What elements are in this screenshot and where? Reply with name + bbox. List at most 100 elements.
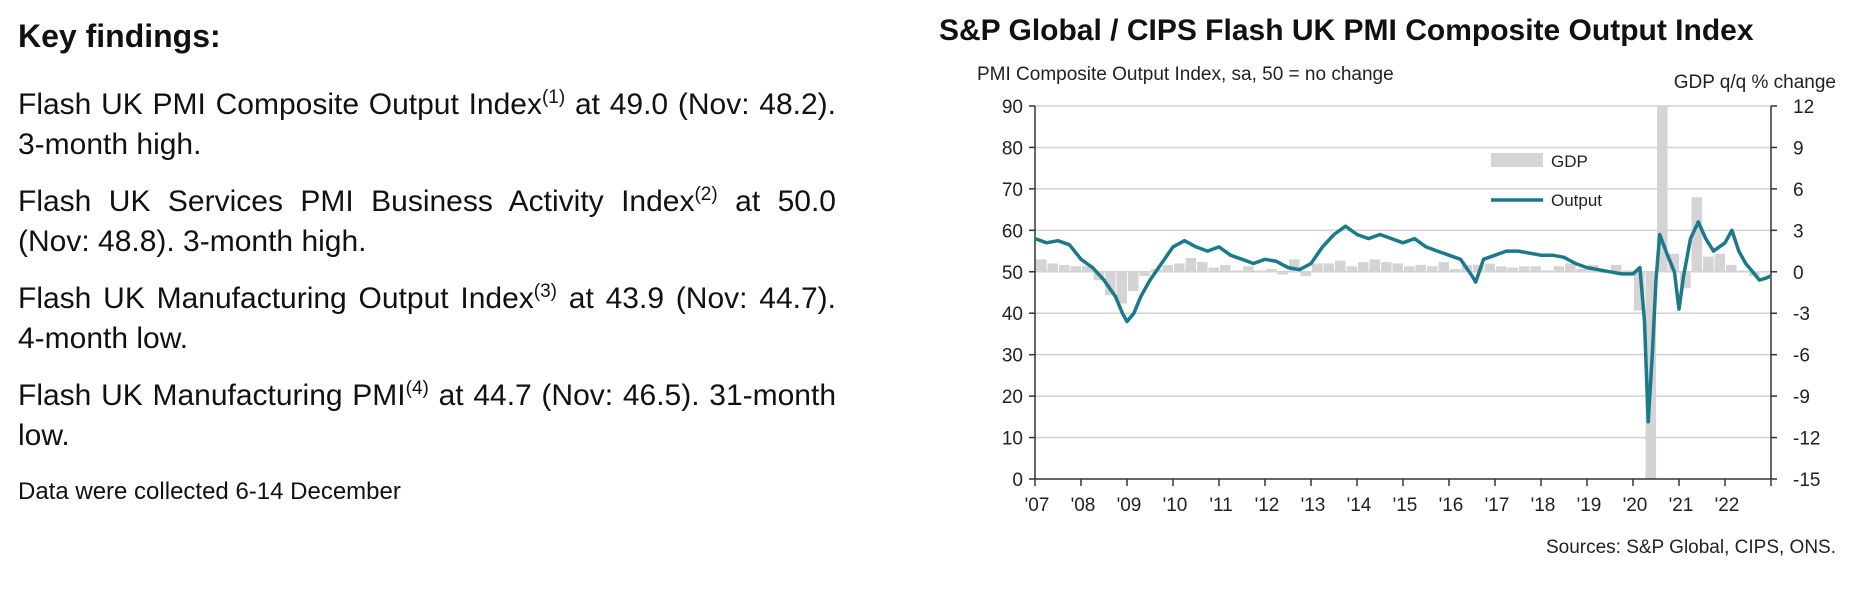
left-tick-label: 90 [1002, 97, 1023, 118]
x-tick-label: '11 [1209, 495, 1232, 516]
gdp-bar [1036, 259, 1047, 272]
gdp-bar [1657, 106, 1668, 272]
gdp-bar [1369, 259, 1381, 272]
x-tick-label: '16 [1439, 495, 1464, 516]
chart-title: S&P Global / CIPS Flash UK PMI Composite… [939, 14, 1754, 47]
right-tick-label: -9 [1793, 387, 1810, 408]
finding-value: at 43.9 (Nov: 44.7). 4-month low. [18, 282, 836, 355]
finding-item: Flash UK Services PMI Business Activity … [18, 182, 836, 262]
gdp-bar [1346, 266, 1358, 272]
x-tick-label: '21 [1669, 495, 1694, 516]
gdp-bar [1668, 253, 1680, 272]
gdp-bar [1542, 270, 1553, 272]
finding-label: Flash UK PMI Composite Output Index [18, 88, 542, 121]
x-tick-label: '13 [1301, 495, 1326, 516]
pmi-chart: 0 10 20 30 40 50 60 70 80 90 -15 -12 -9 -6 -3 0 3 6 9 12 '07… [977, 64, 1836, 558]
x-tick-label: '10 [1163, 495, 1188, 516]
right-tick-label: -3 [1793, 304, 1810, 325]
findings-list: Flash UK PMI Composite Output Index(1) a… [18, 85, 838, 456]
key-findings-panel: Key findings: Flash UK PMI Composite Out… [18, 18, 838, 506]
finding-label: Flash UK Manufacturing Output Index [18, 282, 534, 315]
gdp-bar [1220, 264, 1231, 272]
gdp-bar [1381, 262, 1392, 272]
gdp-bar [1208, 267, 1220, 272]
left-tick-label: 80 [1002, 138, 1023, 159]
legend-label-output: Output [1551, 191, 1602, 210]
gdp-bar [1174, 263, 1185, 272]
finding-footnote-ref: (4) [405, 378, 429, 399]
gdp-bar [1726, 264, 1737, 272]
gdp-bar [1254, 270, 1266, 272]
finding-footnote-ref: (1) [541, 87, 566, 108]
gdp-bar [1714, 253, 1726, 272]
gdp-bar [1323, 263, 1335, 272]
left-tick-label: 60 [1002, 221, 1023, 242]
gdp-bar [1358, 262, 1369, 272]
gdp-bar [1277, 271, 1289, 275]
gdp-bar [1116, 271, 1128, 304]
finding-value: at 50.0 (Nov: 48.8). 3-month high. [18, 185, 836, 258]
gdp-bar [1553, 266, 1565, 272]
gdp-bar [1530, 266, 1542, 272]
right-tick-label: 9 [1793, 138, 1804, 159]
gdp-bar [1760, 271, 1772, 273]
gdp-bar [1737, 270, 1749, 272]
gdp-bar [1392, 263, 1404, 272]
gdp-bar [1496, 266, 1507, 272]
gdp-bar [1162, 264, 1174, 272]
x-tick-label: '07 [1025, 495, 1050, 516]
right-tick-label: 0 [1793, 263, 1804, 284]
right-tick-label: 6 [1793, 180, 1804, 201]
gdp-bar [1404, 266, 1415, 272]
source-note: Sources: S&P Global, CIPS, ONS. [1546, 537, 1836, 558]
gdp-bar [1070, 266, 1082, 272]
left-axis-label: PMI Composite Output Index, sa, 50 = no … [977, 64, 1394, 85]
gdp-bar [1266, 269, 1277, 272]
x-tick-label: '14 [1347, 495, 1372, 516]
gdp-bar [1139, 271, 1151, 276]
gdp-bar [1128, 271, 1139, 292]
gdp-bar [1703, 256, 1714, 272]
x-tick-label: '08 [1071, 495, 1096, 516]
gdp-bar [1082, 266, 1093, 272]
gdp-bar [1634, 271, 1645, 311]
x-tick-label: '09 [1117, 495, 1142, 516]
x-tick-label: '22 [1715, 495, 1740, 516]
data-collection-note: Data were collected 6-14 December [18, 478, 401, 505]
gdp-bar [1450, 269, 1461, 272]
finding-label: Flash UK Services PMI Business Activity … [18, 185, 695, 218]
gdp-bar [1335, 260, 1346, 272]
gdp-bar [1300, 271, 1312, 276]
left-tick-label: 50 [1002, 263, 1023, 284]
left-tick-label: 40 [1002, 304, 1023, 325]
finding-footnote-ref: (2) [694, 184, 718, 205]
right-tick-label: -15 [1793, 470, 1820, 491]
gdp-bar [1059, 264, 1070, 272]
finding-item: Flash UK Manufacturing Output Index(3) a… [18, 279, 836, 359]
gdp-bar [1231, 270, 1243, 272]
right-tick-label: -12 [1793, 429, 1820, 450]
gdp-bar [1289, 259, 1300, 272]
gdp-bar [1047, 263, 1059, 272]
gdp-bar [1576, 269, 1588, 272]
right-tick-label: -6 [1793, 346, 1810, 367]
gdp-bar [1507, 267, 1519, 272]
left-tick-label: 20 [1002, 387, 1023, 408]
gdp-bar [1611, 264, 1622, 272]
right-tick-label: 3 [1793, 221, 1804, 242]
left-tick-label: 0 [1012, 470, 1023, 491]
x-tick-label: '19 [1577, 495, 1602, 516]
x-tick-label: '17 [1485, 495, 1510, 516]
key-findings-heading: Key findings: [18, 18, 221, 54]
legend-label-gdp: GDP [1551, 152, 1588, 171]
finding-label: Flash UK Manufacturing PMI [18, 379, 406, 412]
finding-value: at 44.7 (Nov: 46.5). 31-month low. [18, 379, 836, 452]
gdp-bar [1427, 266, 1438, 272]
x-tick-label: '12 [1255, 495, 1280, 516]
gdp-bar [1438, 262, 1450, 272]
gdp-bar [1484, 263, 1496, 272]
finding-value: at 49.0 (Nov: 48.2). 3-month high. [18, 88, 836, 161]
output-line [1034, 220, 1772, 424]
gdp-bar [1312, 263, 1323, 272]
right-axis-label: GDP q/q % change [1674, 72, 1836, 93]
